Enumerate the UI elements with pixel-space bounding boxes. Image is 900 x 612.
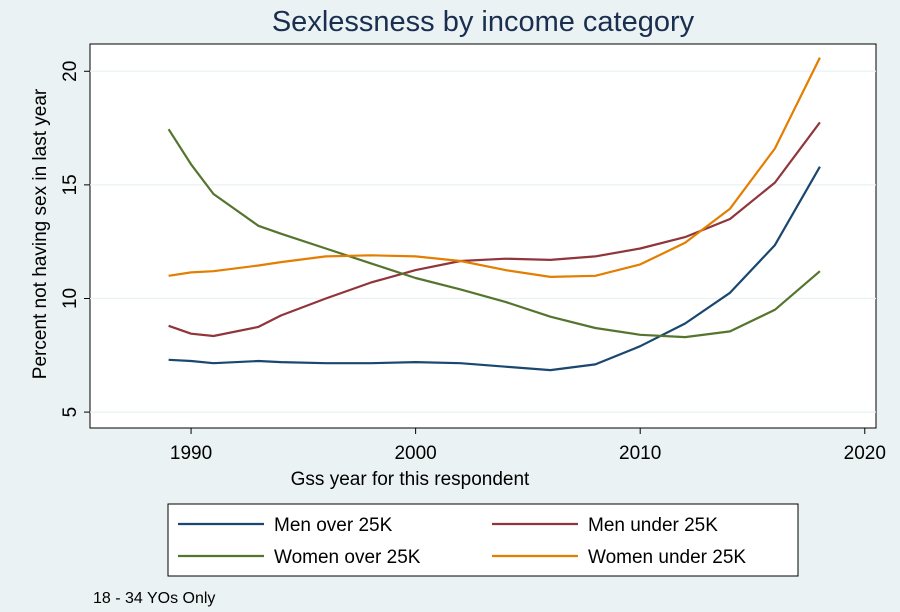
x-tick-label: 1990	[170, 443, 212, 464]
legend-items: Men over 25K Men under 25K Women over 25K W…	[178, 515, 746, 568]
y-tick-label: 20	[60, 61, 81, 82]
x-tick-label: 2020	[844, 443, 886, 464]
chart-note: 18 - 34 YOs Only	[93, 590, 215, 607]
plot-area	[89, 43, 877, 429]
series-lines	[167, 57, 821, 372]
legend-label: Men under 25K	[588, 515, 718, 536]
legend-label: Women over 25K	[274, 547, 421, 568]
x-axis-title: Gss year for this respondent	[291, 469, 530, 490]
legend-label: Men over 25K	[274, 515, 393, 536]
y-axis-title: Percent not having sex in last year	[30, 88, 51, 379]
x-axis: 1990 2000 2010 2020	[170, 428, 886, 464]
chart-title: Sexlessness by income category	[272, 6, 695, 38]
series-line-women-under-25k	[168, 57, 821, 278]
x-tick-label: 2010	[619, 443, 661, 464]
grid-lines	[90, 70, 876, 413]
y-tick-label: 15	[60, 174, 81, 195]
series-line-men-over-25k	[168, 166, 821, 372]
y-tick-label: 10	[60, 288, 81, 309]
y-axis: 5 10 15 20	[60, 61, 90, 418]
legend-box	[167, 503, 799, 577]
legend-label: Women under 25K	[588, 547, 746, 568]
x-tick-label: 2000	[394, 443, 436, 464]
y-tick-label: 5	[60, 407, 81, 418]
legend: Men over 25K Men under 25K Women over 25K W…	[167, 503, 799, 577]
series-line-women-over-25k	[167, 128, 821, 339]
